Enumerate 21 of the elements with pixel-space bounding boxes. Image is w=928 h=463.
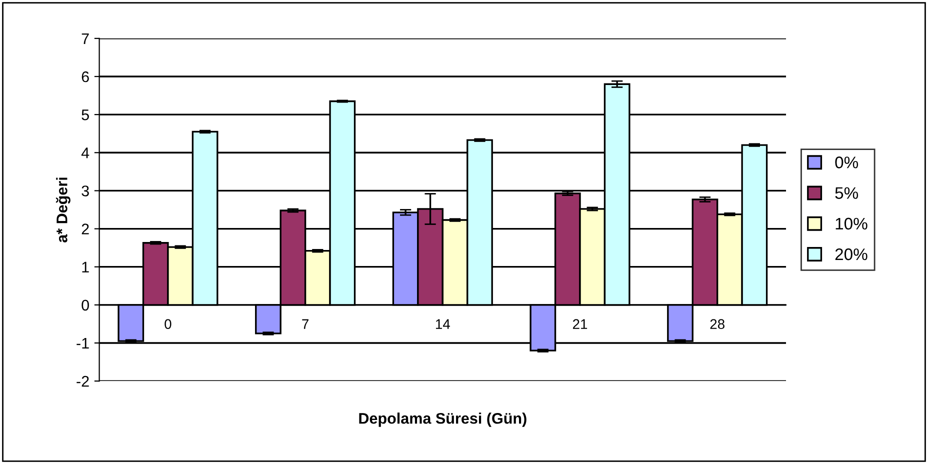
legend-label: 20% <box>835 248 868 260</box>
y-tick-label: 3 <box>82 186 89 196</box>
y-tick-label: 4 <box>81 148 90 158</box>
x-tick-label: 14 <box>436 319 450 329</box>
y-tick-label: 0 <box>82 300 89 311</box>
legend-label: 10% <box>836 218 868 230</box>
y-axis-title: a* Değeri <box>56 178 70 242</box>
y-tick-label: -1 <box>76 338 89 349</box>
legend-label: 0% <box>835 156 858 168</box>
x-tick-label: 28 <box>710 319 724 329</box>
x-tick-label: 21 <box>572 319 588 329</box>
x-tick-label: 0 <box>164 319 172 329</box>
x-tick-label: 7 <box>302 319 308 329</box>
y-tick-label: 6 <box>82 71 89 82</box>
x-axis-title: Depolama Süresi (Gün) <box>359 412 526 427</box>
y-tick-label: 2 <box>82 224 89 234</box>
y-tick-label: -2 <box>76 376 89 387</box>
legend-label: 5% <box>835 187 858 199</box>
y-tick-label: 1 <box>82 262 89 272</box>
y-tick-label: 5 <box>82 110 89 120</box>
y-tick-label: 7 <box>82 33 89 44</box>
